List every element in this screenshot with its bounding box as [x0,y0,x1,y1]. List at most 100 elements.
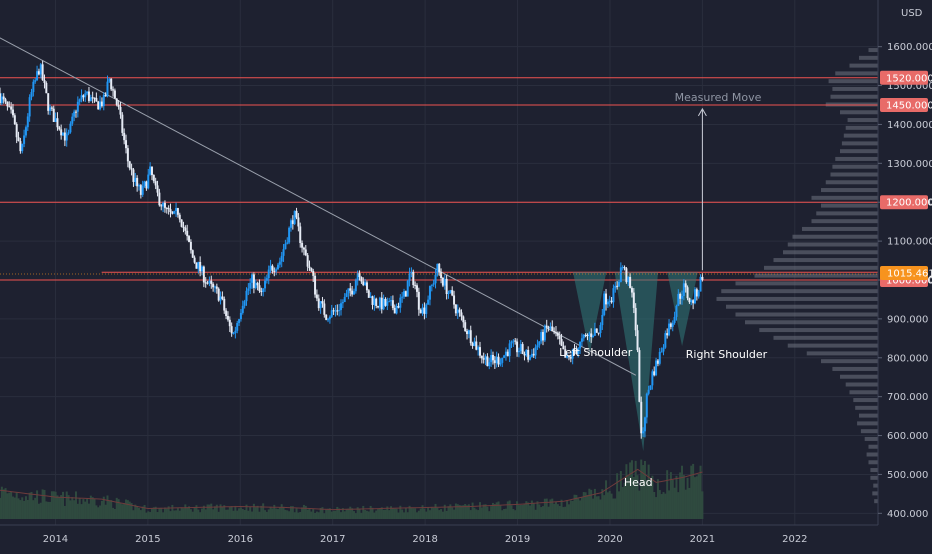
candle-up [495,356,498,364]
volume-bar [551,498,554,519]
candle-up [352,291,355,295]
volume-bar [554,501,557,519]
volume-bar [493,504,496,519]
volume-bar [112,507,115,519]
candle-down [295,210,298,218]
candle-up [32,81,35,93]
volume-bar [693,477,696,519]
volume-bar [264,510,267,519]
volume-bar [428,510,431,519]
candle-down [391,300,394,308]
candle-down [551,326,554,332]
volume-bar [464,504,467,519]
volume-bar [556,504,559,519]
y-tick-label: 1600.000 [887,42,932,53]
candle-down [625,268,628,283]
candle-down [679,293,682,299]
candle-down [393,307,396,314]
volume-profile-bar [825,180,878,185]
volume-bar [584,492,587,519]
candle-up [36,71,39,81]
volume-bar [269,506,272,519]
volume-bar [106,495,109,519]
volume-bar [176,507,179,519]
candle-down [414,285,417,287]
volume-bar [529,505,532,519]
volume-bar [223,505,226,519]
volume-bar [74,491,77,519]
volume-profile-bar [841,141,878,146]
candle-up [319,301,322,309]
candle-up [23,135,26,144]
candle-up [571,349,574,359]
candle-up [668,323,671,336]
candle-down [41,64,44,81]
candle-down [184,227,187,231]
volume-bar [616,473,619,519]
candle-up [427,299,430,305]
volume-bar [234,505,237,519]
candle-down [210,280,213,285]
volume-bar [245,504,248,519]
volume-bar [39,502,42,519]
volume-bar [360,512,363,519]
candle-up [364,282,367,285]
candle-down [117,104,120,107]
volume-bar [225,509,228,519]
volume-bar [86,498,89,519]
volume-bar [532,503,535,519]
candle-up [78,99,81,102]
candle-down [308,266,311,269]
volume-bar [605,480,608,519]
candle-down [228,319,231,327]
volume-profile-bar [840,149,878,154]
candle-down [301,242,304,248]
volume-bar [673,487,676,519]
volume-bar [625,464,628,519]
candle-up [24,127,27,136]
volume-bar [82,499,85,519]
candle-down [171,212,174,214]
volume-bar [278,507,281,519]
candle-down [126,148,129,162]
volume-bar [499,505,502,519]
volume-bar [37,503,40,519]
volume-bar [288,511,291,519]
candle-down [493,360,496,364]
volume-bar [627,475,630,519]
volume-bar [510,505,513,519]
volume-bar [440,509,443,519]
volume-bar [110,500,113,519]
volume-bar [453,509,456,519]
volume-bar [338,508,341,519]
candle-down [542,332,545,341]
candle-up [286,242,289,244]
candle-down [123,132,126,141]
candle-up [501,357,504,363]
candle-down [43,80,46,83]
candle-down [156,185,159,193]
candle-up [30,92,33,98]
candle-up [264,280,267,289]
candle-down [360,277,363,282]
volume-bar [508,500,511,519]
volume-bar [566,500,569,519]
volume-bar [395,508,398,519]
head-shape [614,272,659,452]
volume-bar [265,511,268,519]
annotations: Measured Move Left Shoulder Right Shoulder… [559,91,768,489]
volume-bar [195,505,198,519]
volume-bar [169,511,172,519]
volume-bar [293,512,296,519]
candle-up [73,111,76,117]
volume-bar [623,482,626,519]
currency-label: USD [901,8,923,19]
volume-bar [8,492,11,519]
candle-down [17,137,20,142]
volume-bar [573,494,576,519]
volume-bar [501,510,504,519]
candle-down [297,217,300,227]
volume-bar [684,489,687,519]
candle-up [134,177,137,182]
x-tick-label: 2016 [228,534,253,545]
